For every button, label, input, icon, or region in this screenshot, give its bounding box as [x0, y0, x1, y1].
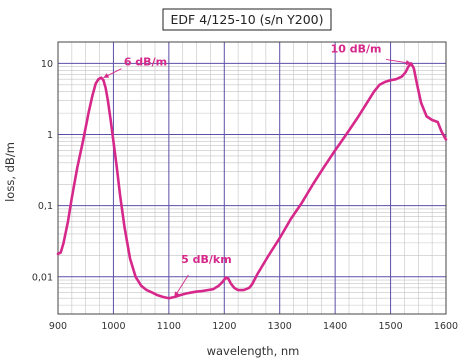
annotation-layer: 6 dB/m 5 dB/km 10 dB/m: [103, 42, 412, 298]
x-tick-label: 1600: [434, 321, 458, 332]
annotation-arrowhead: [174, 291, 180, 298]
annotation-arrowhead: [103, 73, 110, 78]
y-tick-label: 10: [41, 59, 53, 70]
annotation-label: 5 dB/km: [181, 253, 232, 266]
chart-title-box: [162, 8, 332, 31]
x-tick-label: 1500: [378, 321, 402, 332]
x-tick-label: 1300: [268, 321, 292, 332]
series-layer: [56, 62, 448, 300]
x-tick-label: 1000: [101, 321, 125, 332]
minor-grid: [58, 42, 446, 314]
annotation-arrowhead: [405, 60, 412, 66]
series-line-0: [56, 62, 448, 300]
y-tick-label: 0,01: [32, 272, 53, 283]
annotation-label: 10 dB/m: [331, 42, 382, 55]
chart-title: EDF 4/125-10 (s/n Y200): [171, 12, 324, 27]
y-tick-label: 0,1: [38, 201, 53, 212]
x-tick-label: 1100: [157, 321, 181, 332]
axis-ticks: 900 1000 1100 1200 1300 1400 1500 1600 0,01 0,1 1 1…: [32, 59, 458, 332]
plot-frame: [57, 41, 447, 315]
x-axis-label: wavelength, nm: [207, 344, 300, 358]
y-tick-label: 1: [47, 130, 53, 141]
y-axis-label: loss, dB/m: [3, 142, 17, 202]
annotation-label: 6 dB/m: [124, 56, 167, 69]
x-tick-label: 1400: [323, 321, 347, 332]
x-tick-label: 900: [49, 321, 67, 332]
x-tick-label: 1200: [212, 321, 236, 332]
